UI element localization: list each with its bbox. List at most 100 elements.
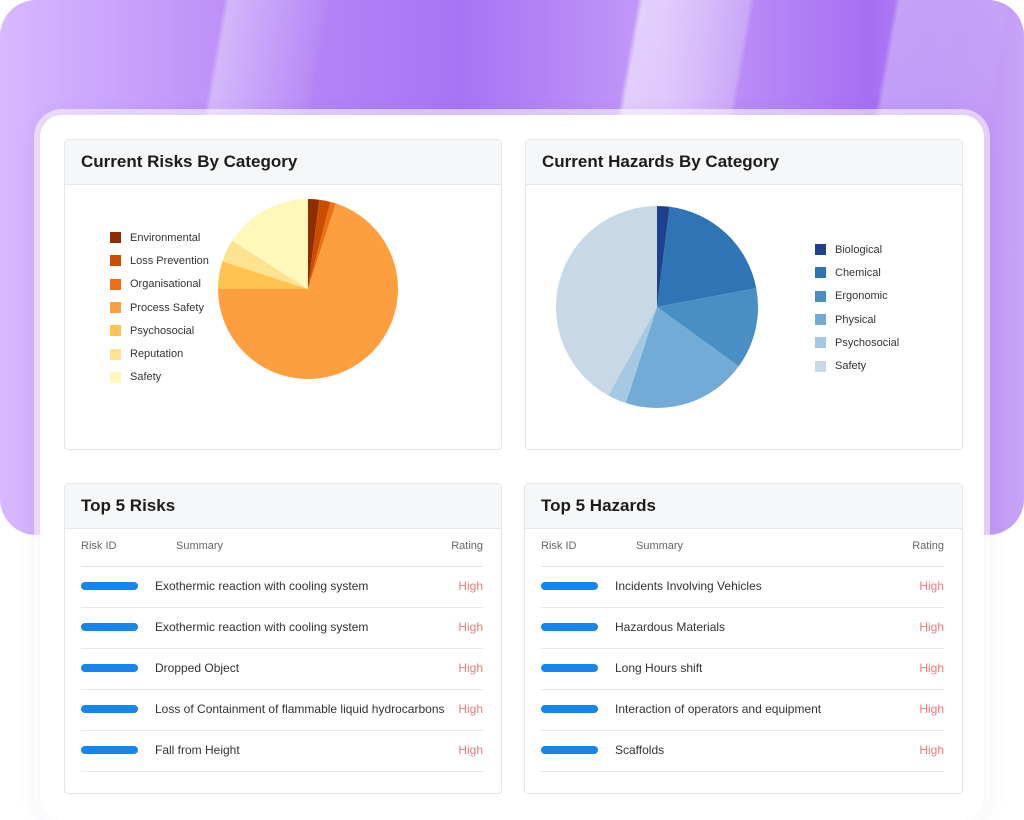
legend-item[interactable]: Environmental [110, 226, 209, 249]
legend-label: Chemical [835, 266, 881, 279]
table-row[interactable]: Dropped Object High [81, 648, 483, 690]
legend-item[interactable]: Process Safety [110, 296, 209, 319]
row-rating: High [458, 661, 483, 675]
table-row[interactable]: Exothermic reaction with cooling system H… [81, 607, 483, 649]
legend-item[interactable]: Chemical [815, 261, 899, 284]
top-risks-title: Top 5 Risks [65, 484, 501, 529]
row-rating: High [458, 702, 483, 716]
legend-swatch [110, 348, 121, 360]
legend-item[interactable]: Psychosocial [815, 331, 899, 354]
legend-swatch [815, 267, 826, 279]
top-risks-panel: Top 5 Risks Risk ID Summary Rating Exoth… [64, 483, 502, 794]
pie-slice-organisational[interactable] [308, 201, 336, 289]
legend-label: Process Safety [130, 301, 204, 314]
legend-item[interactable]: Safety [110, 366, 209, 389]
table-row[interactable]: Exothermic reaction with cooling system H… [81, 566, 483, 608]
legend-swatch [110, 325, 121, 337]
row-rating: High [919, 579, 944, 593]
row-summary: Exothermic reaction with cooling system [155, 620, 369, 634]
risk-id-link[interactable] [81, 705, 138, 713]
pie-slice-safety[interactable] [556, 206, 657, 396]
pie-slice-physical[interactable] [625, 307, 739, 408]
row-rating: High [919, 661, 944, 675]
row-rating: High [919, 702, 944, 716]
row-summary: Long Hours shift [615, 661, 703, 675]
legend-label: Ergonomic [835, 290, 888, 303]
legend-item[interactable]: Safety [815, 354, 899, 377]
risk-id-link[interactable] [81, 664, 138, 672]
col-rating: Rating [451, 540, 483, 552]
legend-swatch [815, 360, 826, 372]
hazards-chart-title: Current Hazards By Category [526, 140, 962, 185]
risks-chart-title: Current Risks By Category [65, 140, 501, 185]
hazards-chart-legend: Biological Chemical Ergonomic Physical Psych… [815, 238, 899, 378]
risk-id-link[interactable] [541, 746, 598, 754]
risk-id-link[interactable] [541, 582, 598, 590]
dashboard-card: Current Risks By Category Environmental L… [40, 115, 984, 820]
legend-label: Safety [130, 371, 162, 384]
risks-pie-chart [218, 199, 398, 379]
risk-id-link[interactable] [81, 746, 138, 754]
top-risks-table-header: Risk ID Summary Rating [81, 538, 483, 567]
legend-item[interactable]: Psychosocial [110, 319, 209, 342]
legend-label: Loss Prevention [130, 254, 209, 267]
top-hazards-title: Top 5 Hazards [525, 484, 962, 529]
row-summary: Incidents Involving Vehicles [615, 579, 762, 593]
pie-slice-ergonomic[interactable] [657, 288, 758, 367]
table-row[interactable]: Fall from Height High [81, 730, 483, 772]
pie-slice-psychosocial[interactable] [608, 307, 657, 404]
legend-label: Environmental [130, 231, 201, 244]
row-summary: Scaffolds [615, 743, 665, 757]
row-summary: Loss of Containment of flammable liquid … [155, 702, 445, 716]
pie-slice-biological[interactable] [657, 206, 670, 307]
pie-slice-safety[interactable] [232, 199, 308, 289]
legend-label: Reputation [130, 348, 184, 361]
legend-item[interactable]: Loss Prevention [110, 249, 209, 272]
legend-item[interactable]: Biological [815, 238, 899, 261]
legend-label: Organisational [130, 278, 201, 291]
legend-label: Psychosocial [835, 336, 900, 349]
legend-item[interactable]: Reputation [110, 342, 209, 365]
table-row[interactable]: Hazardous Materials High [541, 607, 944, 649]
table-row[interactable]: Scaffolds High [541, 730, 944, 772]
table-row[interactable]: Interaction of operators and equipment Hi… [541, 689, 944, 731]
table-row[interactable]: Incidents Involving Vehicles High [541, 566, 944, 608]
top-hazards-table-header: Risk ID Summary Rating [541, 538, 944, 567]
col-risk-id: Risk ID [81, 540, 117, 552]
pie-slice-process-safety[interactable] [218, 203, 398, 379]
legend-item[interactable]: Ergonomic [815, 285, 899, 308]
pie-slice-environmental[interactable] [308, 199, 320, 289]
col-risk-id: Risk ID [541, 540, 577, 552]
row-rating: High [458, 620, 483, 634]
risk-id-link[interactable] [541, 705, 598, 713]
legend-swatch [110, 278, 121, 290]
row-rating: High [919, 743, 944, 757]
risk-id-link[interactable] [81, 582, 138, 590]
col-summary: Summary [636, 540, 684, 552]
pie-slice-loss-prevention[interactable] [308, 199, 331, 289]
hazards-pie-chart [556, 206, 758, 408]
legend-swatch [110, 255, 121, 267]
legend-swatch [815, 314, 826, 326]
risk-id-link[interactable] [81, 623, 138, 631]
col-summary: Summary [176, 540, 224, 552]
pie-slice-chemical[interactable] [657, 206, 757, 307]
pie-slice-psychosocial[interactable] [218, 261, 308, 289]
risk-id-link[interactable] [541, 623, 598, 631]
legend-item[interactable]: Physical [815, 308, 899, 331]
legend-label: Safety [835, 360, 867, 373]
legend-item[interactable]: Organisational [110, 273, 209, 296]
risk-id-link[interactable] [541, 664, 598, 672]
table-row[interactable]: Loss of Containment of flammable liquid … [81, 689, 483, 731]
hazards-chart-panel: Current Hazards By Category Biological Ch… [525, 139, 963, 450]
table-row[interactable]: Long Hours shift High [541, 648, 944, 690]
legend-swatch [110, 302, 121, 314]
legend-label: Physical [835, 313, 876, 326]
legend-swatch [815, 337, 826, 349]
legend-label: Psychosocial [130, 324, 195, 337]
pie-slice-reputation[interactable] [222, 240, 308, 289]
legend-swatch [815, 244, 826, 256]
row-summary: Dropped Object [155, 661, 240, 675]
legend-label: Biological [835, 243, 883, 256]
row-summary: Interaction of operators and equipment [615, 702, 822, 716]
